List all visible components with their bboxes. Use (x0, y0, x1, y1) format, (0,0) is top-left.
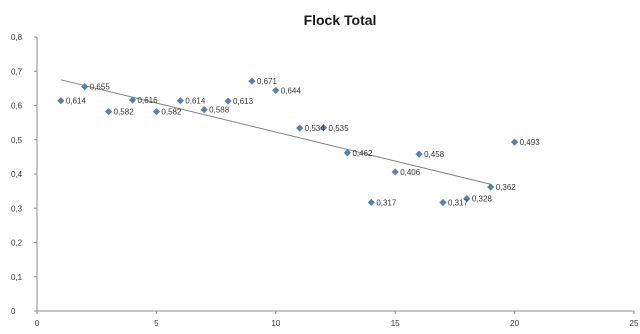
data-point (415, 150, 423, 158)
data-label: 0,462 (352, 149, 373, 158)
y-tick-label: 0,3 (11, 204, 23, 213)
data-label: 0,613 (233, 97, 254, 106)
data-point (176, 97, 184, 105)
data-label: 0,655 (90, 83, 111, 92)
data-label: 0,671 (257, 77, 278, 86)
y-tick-label: 0,7 (11, 67, 23, 76)
data-point (152, 108, 160, 116)
y-tick-label: 0,1 (11, 273, 23, 282)
data-label: 0,317 (376, 198, 397, 207)
data-point (296, 124, 304, 132)
data-point (343, 149, 352, 157)
trendline (60, 79, 491, 185)
data-label: 0,616 (138, 96, 159, 105)
data-point (272, 86, 280, 95)
data-label: 0,588 (209, 106, 230, 115)
data-point (439, 198, 447, 207)
x-tick-label: 0 (35, 319, 40, 328)
y-axis-ticks: 0 0,1 0,2 0,3 0,4 0,5 0,6 0,7 0,8 (11, 33, 37, 316)
data-point (511, 138, 519, 146)
data-point (319, 124, 328, 132)
data-label: 0,582 (114, 108, 135, 117)
x-tick-label: 20 (510, 319, 519, 328)
x-axis-ticks: 0 5 10 15 20 25 (35, 311, 639, 328)
data-label: 0,614 (66, 97, 87, 106)
data-point (248, 77, 256, 85)
x-tick-label: 15 (391, 319, 400, 328)
data-label: 0,406 (400, 168, 421, 177)
data-points (57, 77, 519, 207)
data-label: 0,328 (472, 195, 493, 204)
y-tick-label: 0,6 (11, 102, 23, 111)
data-point (487, 183, 495, 191)
data-label: 0,582 (161, 108, 182, 117)
data-labels: 0,6140,6550,5820,6160,5820,6140,5880,613… (66, 77, 540, 207)
y-tick-label: 0,5 (11, 136, 23, 145)
data-point (463, 195, 471, 203)
data-point (391, 168, 399, 176)
data-label: 0,644 (281, 86, 302, 95)
x-tick-label: 25 (630, 319, 639, 328)
data-point (81, 83, 89, 91)
data-point (367, 198, 375, 207)
data-label: 0,535 (329, 124, 350, 133)
y-tick-label: 0,2 (11, 239, 23, 248)
data-point (200, 106, 208, 114)
data-label: 0,534 (305, 124, 326, 133)
data-label: 0,493 (520, 138, 541, 147)
data-label: 0,458 (424, 150, 445, 159)
data-label: 0,317 (448, 198, 469, 207)
data-point (128, 96, 137, 104)
y-tick-label: 0,4 (11, 170, 23, 179)
data-label: 0,614 (185, 97, 206, 106)
data-point (224, 97, 232, 105)
data-point (105, 108, 113, 116)
x-tick-label: 10 (271, 319, 280, 328)
data-point (57, 97, 65, 105)
x-tick-label: 5 (154, 319, 159, 328)
chart-title: Flock Total (304, 12, 377, 28)
y-tick-label: 0 (11, 307, 16, 316)
y-tick-label: 0,8 (11, 33, 23, 42)
data-label: 0,362 (496, 183, 517, 192)
